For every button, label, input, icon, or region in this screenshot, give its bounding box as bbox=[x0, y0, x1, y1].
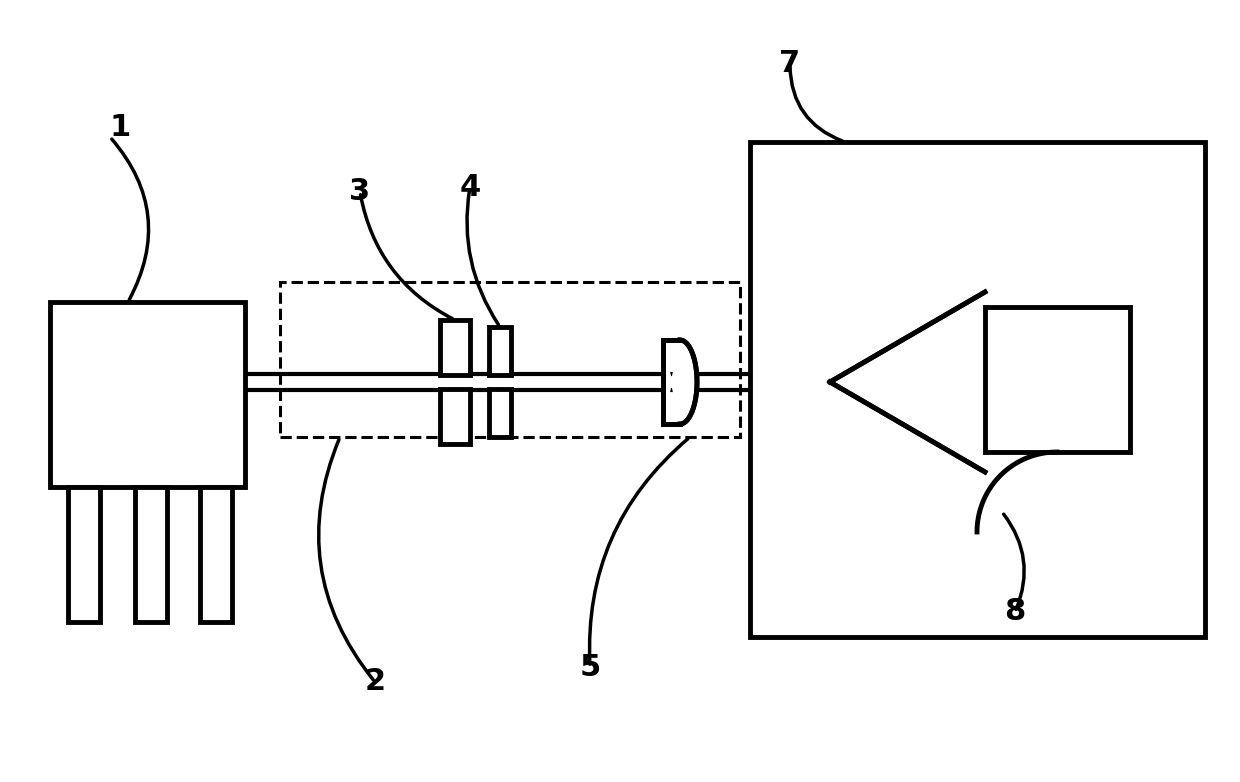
Bar bbox=[200, 487, 232, 622]
Bar bbox=[489, 327, 511, 375]
Bar bbox=[50, 302, 246, 487]
Bar bbox=[440, 389, 470, 444]
Text: 5: 5 bbox=[579, 652, 600, 681]
Polygon shape bbox=[663, 340, 697, 424]
Bar bbox=[750, 142, 1205, 637]
Text: 2: 2 bbox=[365, 668, 386, 697]
Polygon shape bbox=[830, 292, 985, 472]
Text: 4: 4 bbox=[459, 173, 481, 202]
Bar bbox=[135, 487, 167, 622]
Text: 3: 3 bbox=[350, 178, 371, 206]
Text: 7: 7 bbox=[780, 49, 801, 78]
Text: 8: 8 bbox=[1004, 597, 1025, 626]
Bar bbox=[68, 487, 100, 622]
Bar bbox=[440, 320, 470, 375]
Bar bbox=[280, 282, 740, 437]
Bar bbox=[985, 307, 1130, 452]
Text: 1: 1 bbox=[109, 113, 130, 142]
Bar bbox=[489, 389, 511, 437]
